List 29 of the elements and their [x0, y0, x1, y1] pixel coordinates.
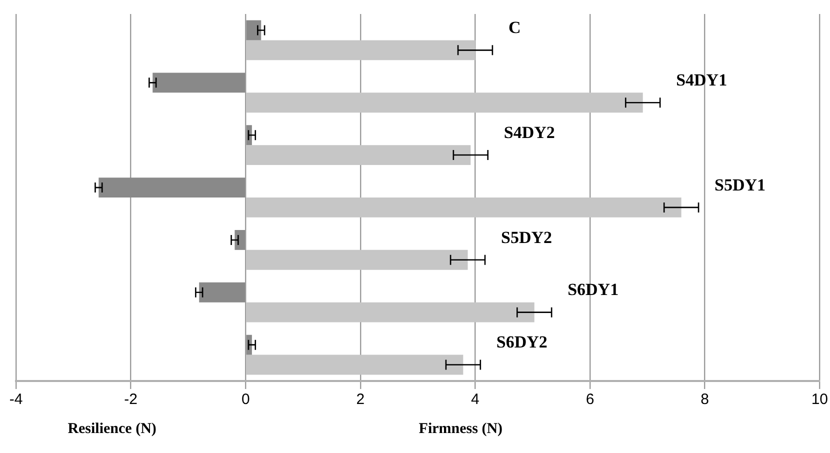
- x-tick-label: -2: [124, 391, 138, 408]
- bar: [246, 40, 476, 60]
- text: Resilience (N): [68, 421, 156, 437]
- bar: [246, 92, 643, 113]
- x-tick-label: -4: [9, 391, 23, 408]
- y-tick-label: S4DY2: [504, 122, 555, 142]
- x-tick-label: 4: [471, 391, 480, 408]
- bar: [234, 230, 246, 250]
- y-tick-label: S5DY2: [500, 228, 552, 247]
- bar: [246, 250, 468, 270]
- bar: [246, 145, 471, 165]
- y-tick-label: S4DY1: [676, 70, 728, 90]
- y-tick-label: S5DY1: [714, 175, 766, 194]
- x-tick-label: 0: [241, 391, 250, 408]
- bar: [246, 354, 464, 375]
- bar: [246, 302, 534, 322]
- x-axis-title: Firmness (N): [418, 421, 503, 437]
- x-tick-label: 10: [811, 391, 828, 408]
- x-tick-label: 2: [356, 391, 365, 408]
- x-tick-label: 8: [700, 391, 710, 408]
- y-tick-label: C: [508, 18, 521, 38]
- bar: [246, 20, 262, 40]
- bar: [98, 178, 246, 198]
- x-tick-label: 6: [586, 391, 594, 408]
- bar: [152, 72, 246, 93]
- y-tick-label: S6DY2: [496, 332, 548, 352]
- y-tick-label: S6DY1: [568, 280, 619, 300]
- bar: [246, 198, 682, 218]
- bar: [199, 282, 246, 302]
